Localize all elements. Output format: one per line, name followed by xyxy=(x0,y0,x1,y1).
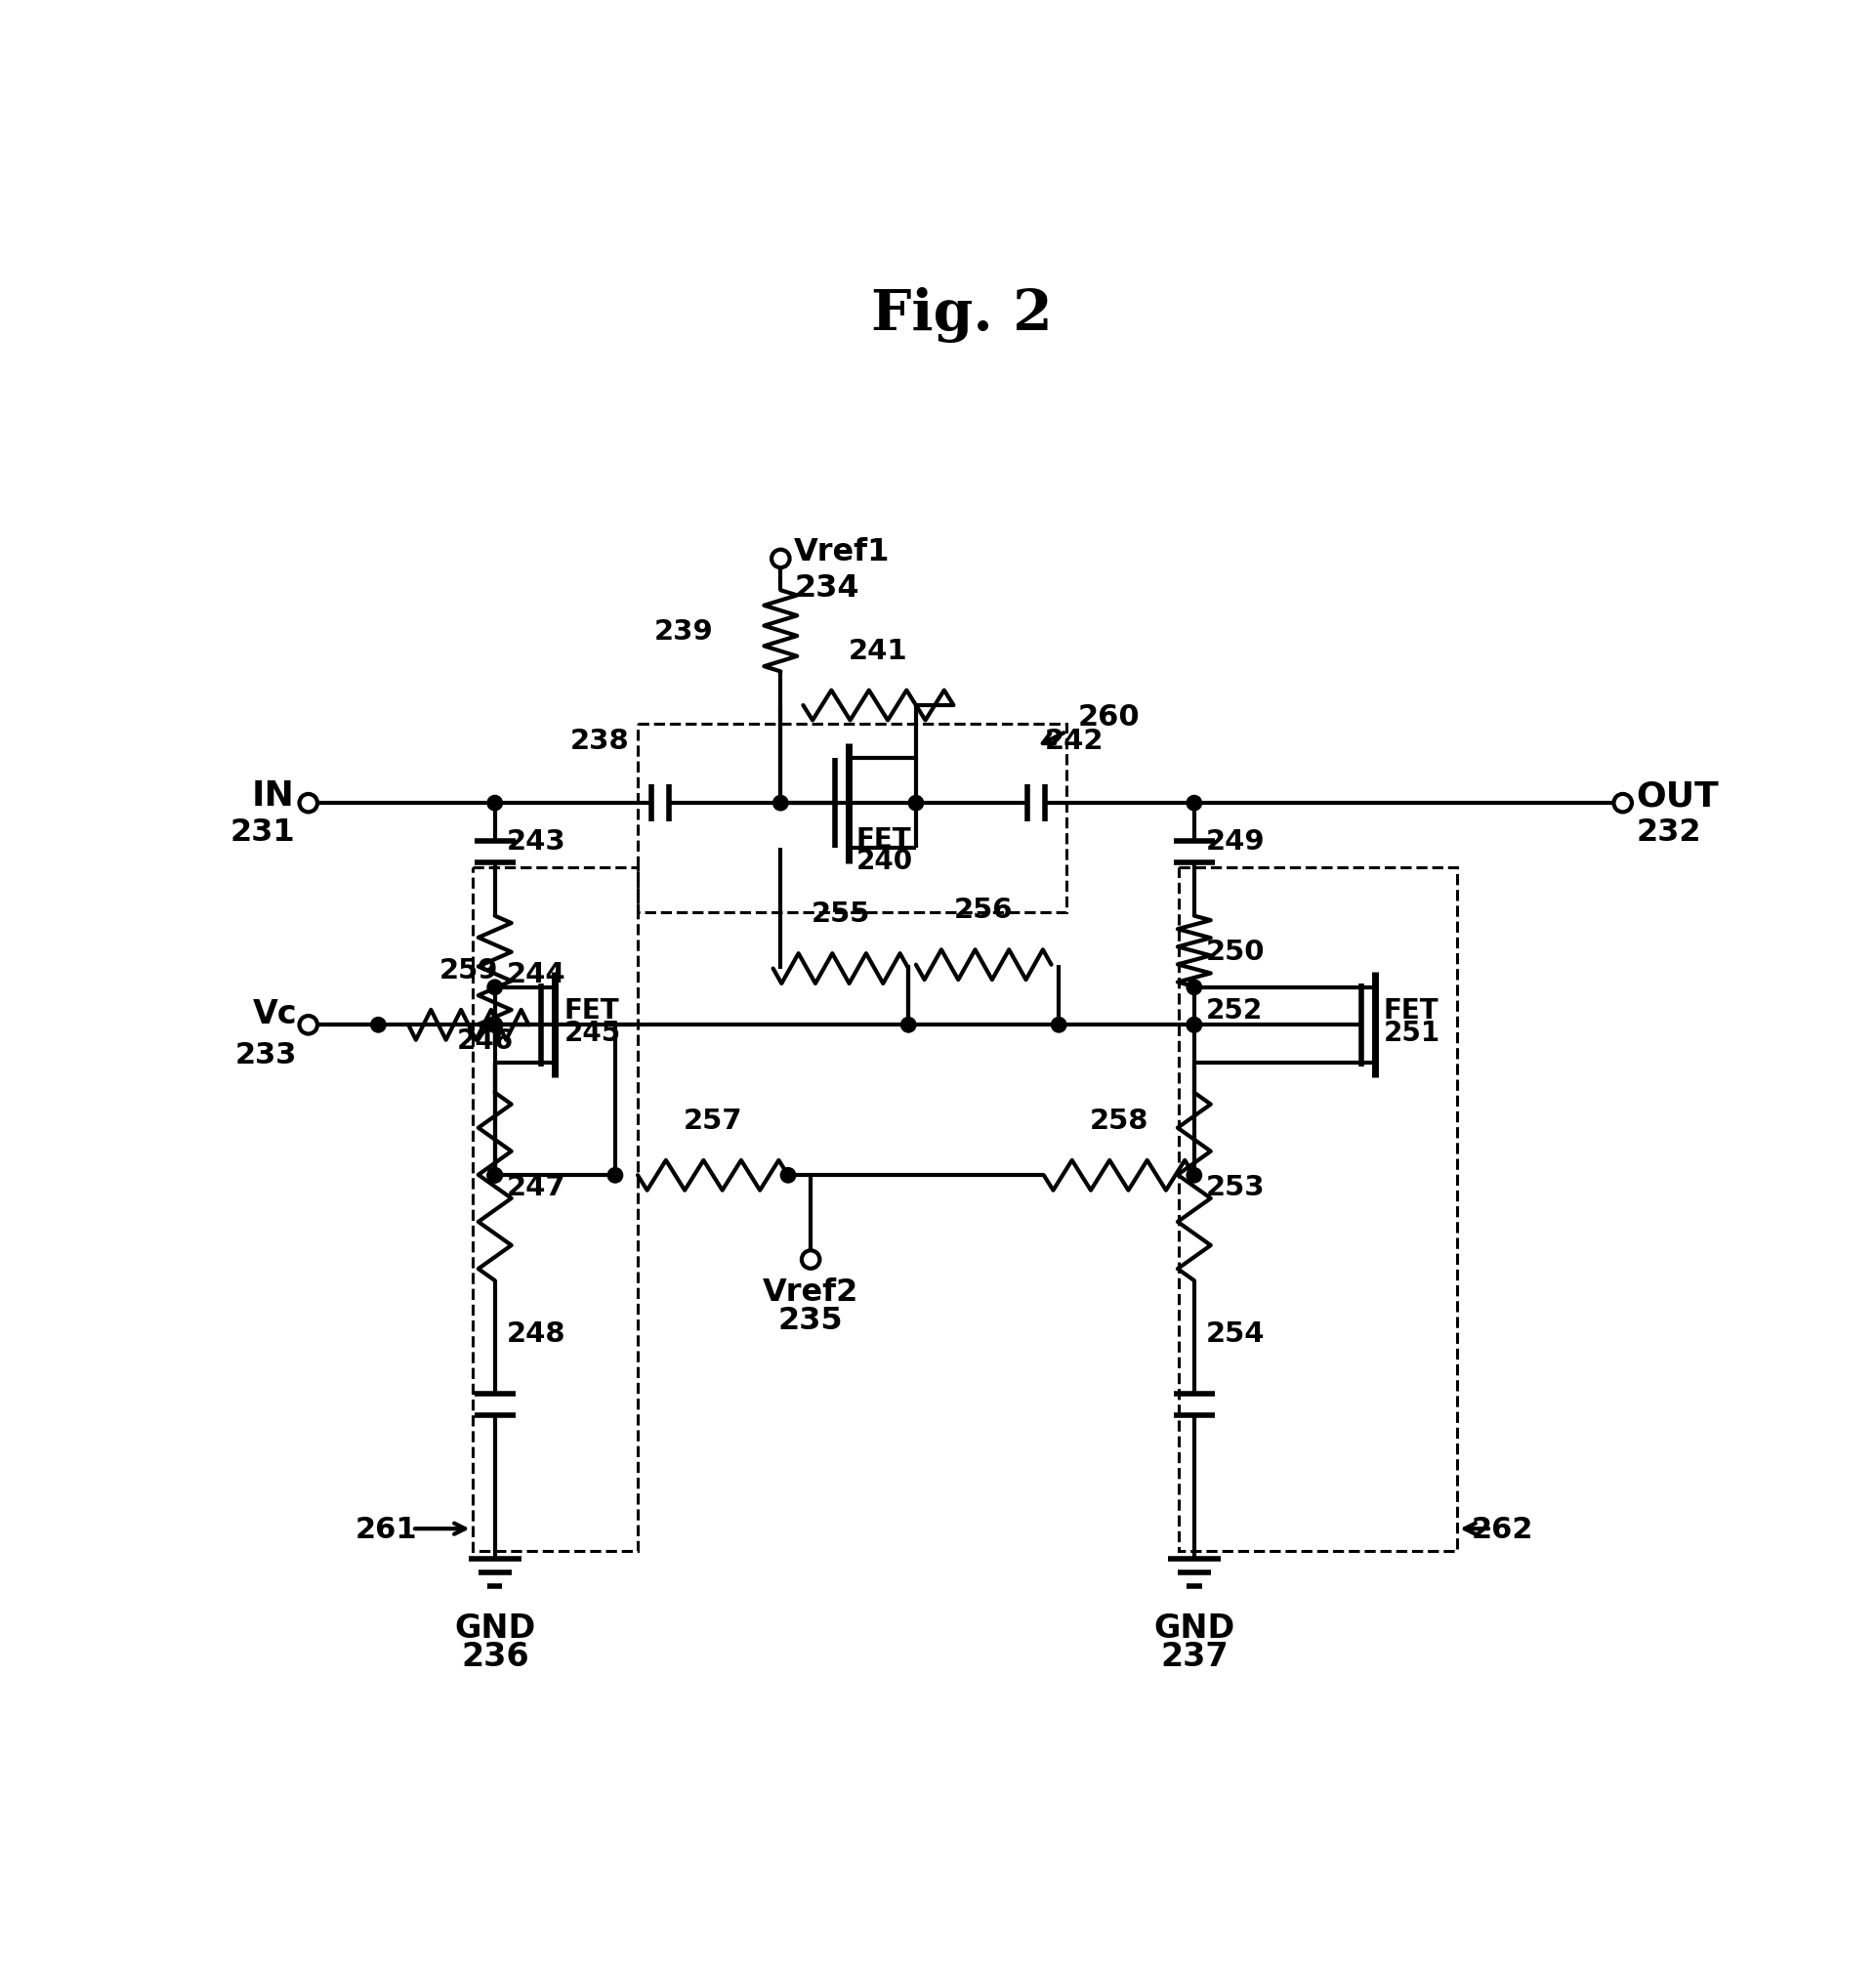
Text: Fig. 2: Fig. 2 xyxy=(870,287,1052,342)
Circle shape xyxy=(1188,980,1203,995)
Circle shape xyxy=(900,1017,915,1033)
Circle shape xyxy=(1188,1017,1203,1033)
Text: 236: 236 xyxy=(461,1640,529,1672)
Text: 243: 243 xyxy=(507,828,565,856)
Circle shape xyxy=(488,797,503,810)
Text: 231: 231 xyxy=(229,816,295,848)
Text: 239: 239 xyxy=(653,618,713,645)
Text: 258: 258 xyxy=(1090,1107,1148,1135)
Text: Vref2: Vref2 xyxy=(764,1277,859,1308)
Text: 234: 234 xyxy=(794,572,859,604)
Text: 260: 260 xyxy=(1077,702,1141,732)
Bar xyxy=(1180,867,1458,1552)
Text: 253: 253 xyxy=(1206,1172,1264,1200)
Circle shape xyxy=(608,1168,623,1182)
Text: 245: 245 xyxy=(565,1019,621,1046)
Text: 246: 246 xyxy=(458,1027,514,1054)
Text: 242: 242 xyxy=(1045,728,1103,755)
Text: FET: FET xyxy=(565,997,619,1025)
Text: 251: 251 xyxy=(1384,1019,1441,1046)
Text: IN: IN xyxy=(251,779,295,812)
Text: Vc: Vc xyxy=(253,997,296,1031)
Text: FET: FET xyxy=(1384,997,1439,1025)
Text: OUT: OUT xyxy=(1636,779,1718,812)
Circle shape xyxy=(1188,797,1203,810)
Circle shape xyxy=(780,1168,795,1182)
Text: 249: 249 xyxy=(1206,828,1264,856)
Circle shape xyxy=(300,1017,317,1035)
Circle shape xyxy=(371,1017,386,1033)
Circle shape xyxy=(488,1168,503,1182)
Circle shape xyxy=(488,980,503,995)
Circle shape xyxy=(1613,795,1632,812)
Circle shape xyxy=(488,1168,503,1182)
Circle shape xyxy=(908,797,923,810)
Text: 248: 248 xyxy=(507,1320,565,1347)
Text: FET: FET xyxy=(855,826,912,854)
Text: Vref1: Vref1 xyxy=(794,537,891,566)
Circle shape xyxy=(488,1017,503,1033)
Circle shape xyxy=(771,551,790,568)
Text: 240: 240 xyxy=(855,848,912,875)
Bar xyxy=(638,724,1066,913)
Circle shape xyxy=(801,1251,820,1269)
Text: 233: 233 xyxy=(234,1041,296,1068)
Circle shape xyxy=(1051,1017,1066,1033)
Bar xyxy=(473,867,638,1552)
Text: 252: 252 xyxy=(1206,997,1263,1025)
Text: GND: GND xyxy=(454,1611,535,1644)
Text: 244: 244 xyxy=(507,960,565,987)
Text: 257: 257 xyxy=(683,1107,743,1135)
Text: 247: 247 xyxy=(507,1172,565,1200)
Circle shape xyxy=(488,1017,503,1033)
Text: 254: 254 xyxy=(1206,1320,1264,1347)
Text: 232: 232 xyxy=(1636,816,1702,848)
Text: 235: 235 xyxy=(779,1304,842,1336)
Circle shape xyxy=(300,795,317,812)
Text: GND: GND xyxy=(1154,1611,1234,1644)
Circle shape xyxy=(1188,1017,1203,1033)
Text: 262: 262 xyxy=(1471,1515,1533,1542)
Text: 250: 250 xyxy=(1206,938,1264,966)
Text: 256: 256 xyxy=(955,897,1013,924)
Text: 259: 259 xyxy=(439,956,499,984)
Text: 238: 238 xyxy=(570,728,630,755)
Text: 241: 241 xyxy=(848,637,908,665)
Circle shape xyxy=(1188,1168,1203,1182)
Text: 237: 237 xyxy=(1159,1640,1229,1672)
Text: 261: 261 xyxy=(355,1515,416,1542)
Circle shape xyxy=(773,797,788,810)
Text: 255: 255 xyxy=(810,901,870,928)
